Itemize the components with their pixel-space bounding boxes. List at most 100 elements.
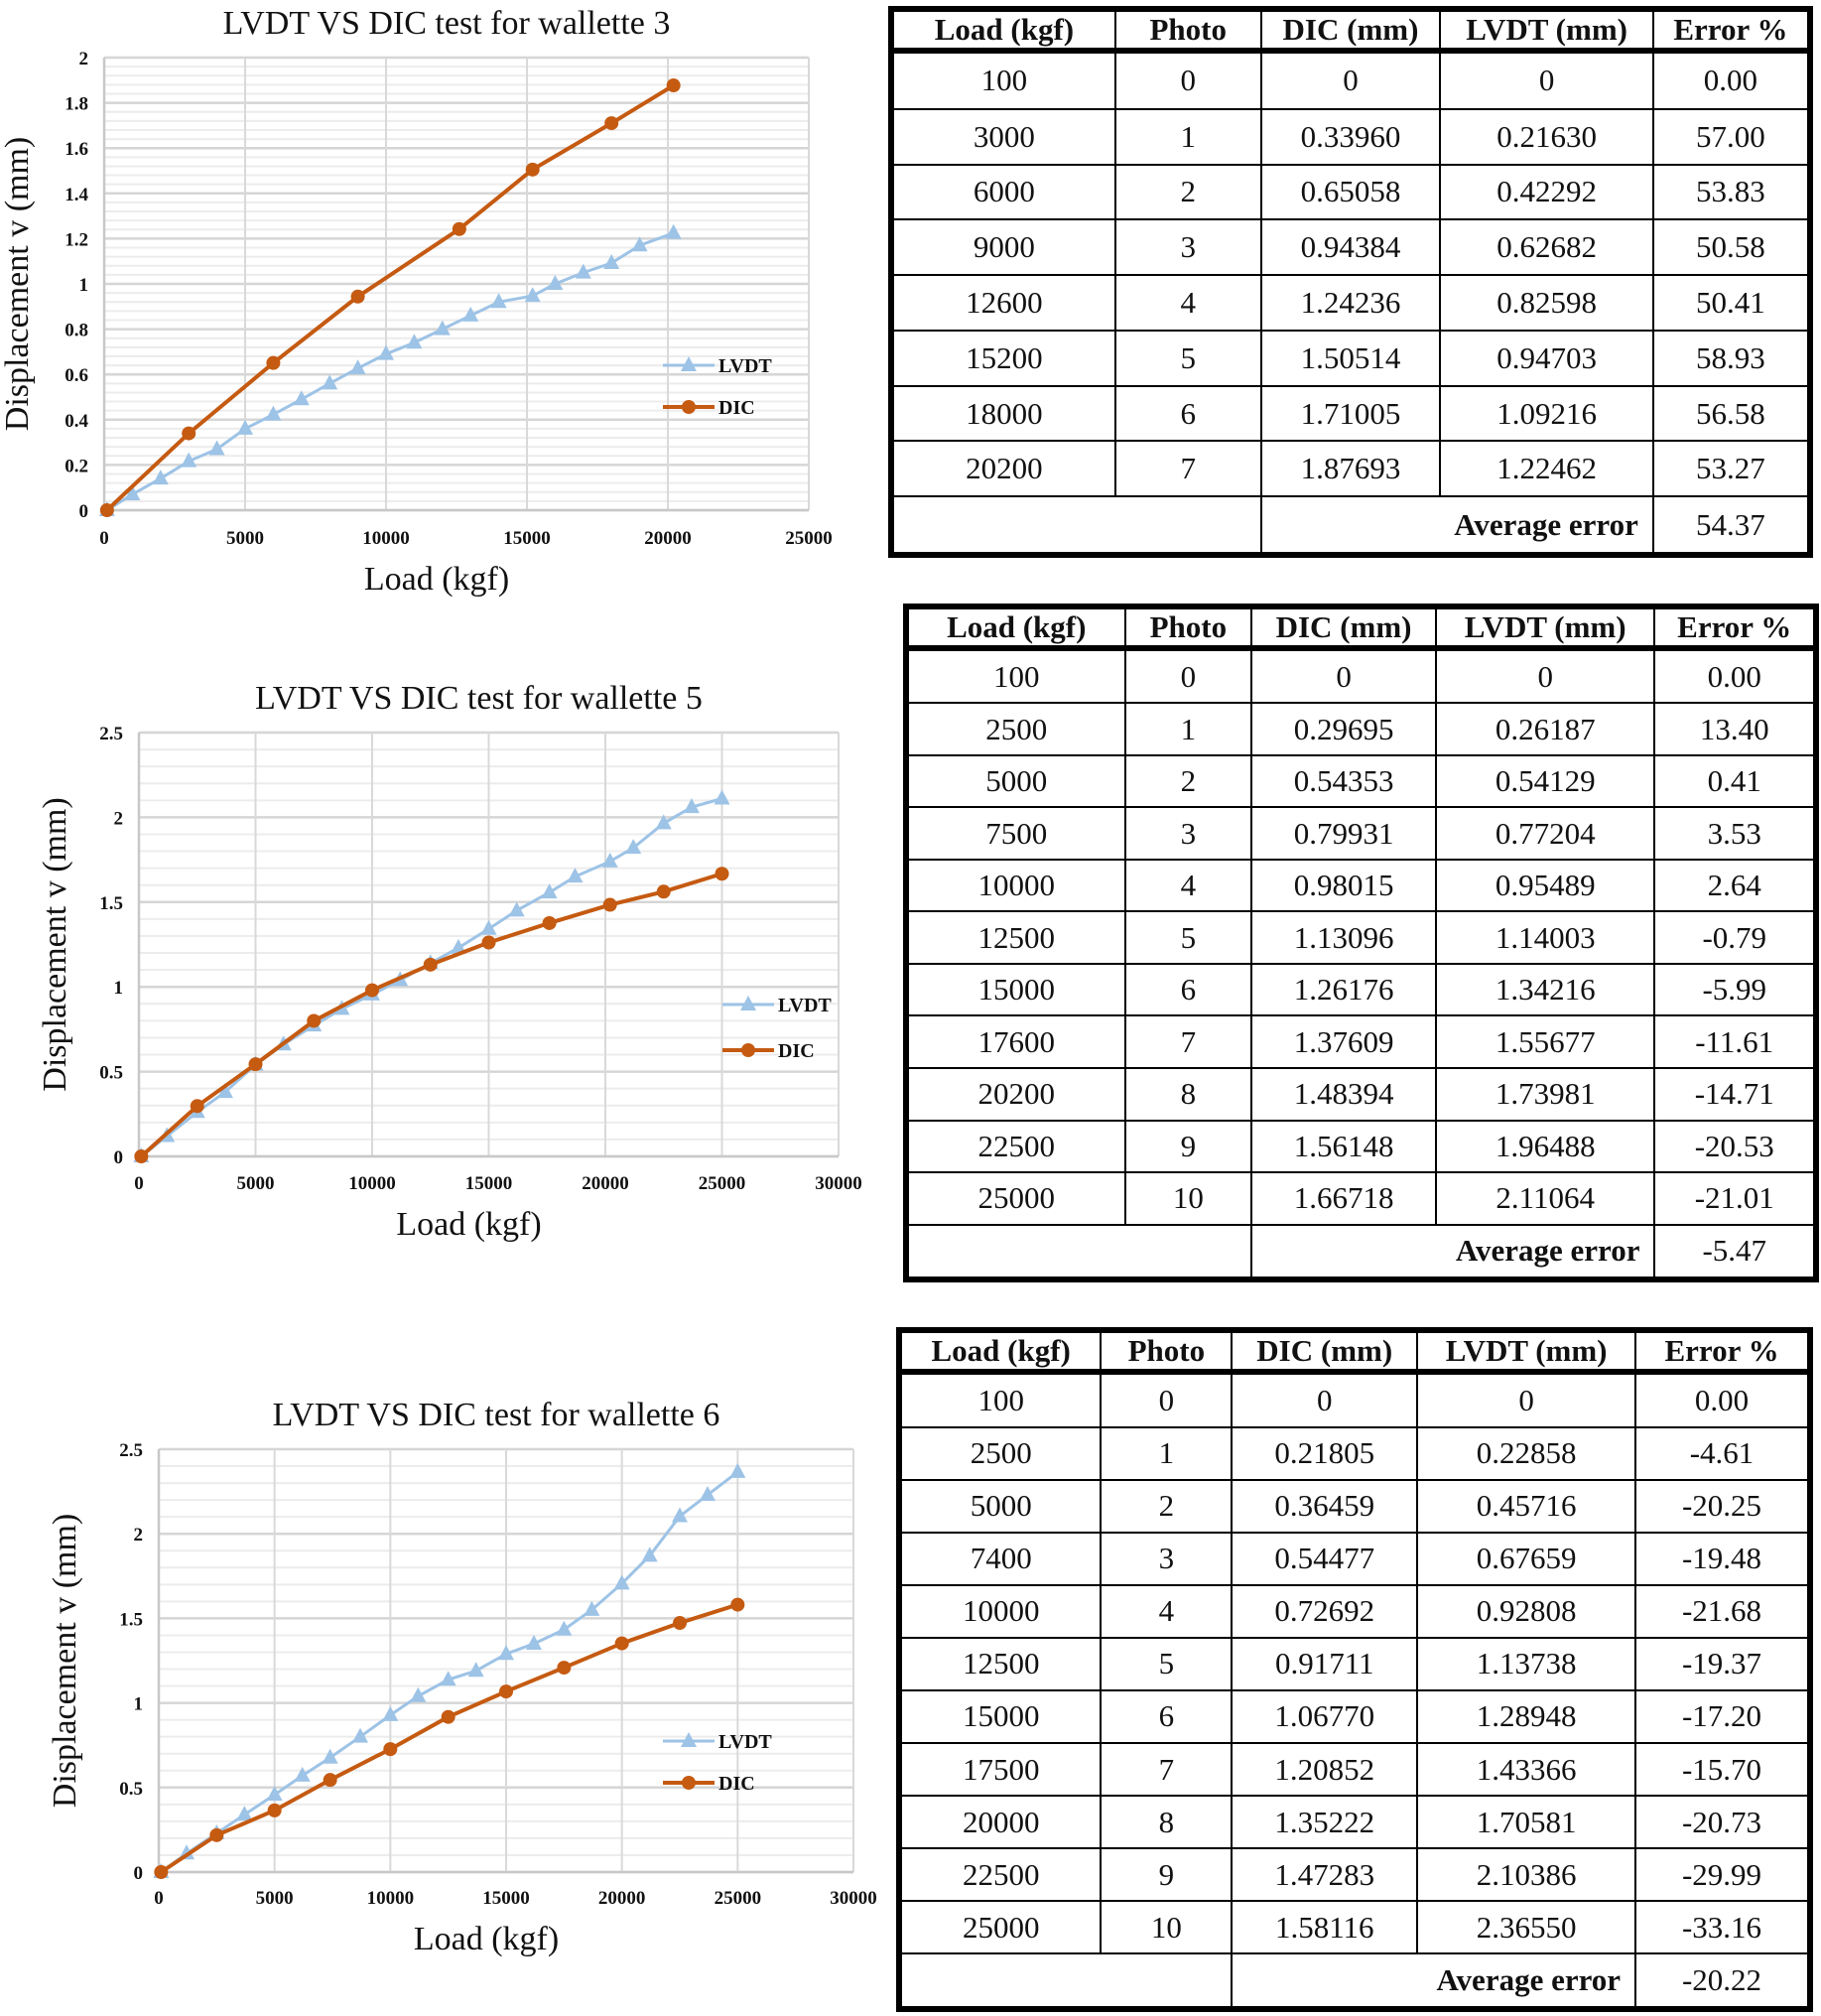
table-cell: 4 xyxy=(1123,858,1253,913)
table-cell: 0.72692 xyxy=(1231,1583,1419,1639)
table-cell: 1.71005 xyxy=(1259,384,1442,443)
table-cell: 53.83 xyxy=(1651,163,1812,221)
data-point-triangle xyxy=(434,320,451,336)
series-line xyxy=(140,872,723,1158)
average-error-value: -5.47 xyxy=(1653,1223,1817,1281)
table-cell: 1.66718 xyxy=(1250,1171,1437,1226)
table-cell: 9 xyxy=(1123,1119,1253,1174)
table-cell: -19.37 xyxy=(1634,1636,1811,1691)
x-axis-title: Load (kgf) xyxy=(364,561,509,598)
table-cell: 0.65058 xyxy=(1259,163,1442,221)
table-cell: 0.77204 xyxy=(1434,806,1656,861)
x-tick-label: 25000 xyxy=(785,528,833,549)
y-tick-label: 1.4 xyxy=(65,185,88,205)
data-point-triangle xyxy=(124,485,141,501)
table-cell: -21.01 xyxy=(1653,1171,1817,1226)
data-point-triangle xyxy=(603,253,620,269)
legend-item-dic: DIC xyxy=(663,397,755,419)
table-cell: 18000 xyxy=(890,384,1116,443)
data-point-triangle xyxy=(714,789,730,805)
data-point-triangle xyxy=(683,798,700,814)
table-row: 100 0 0 0 0.00 xyxy=(905,646,1817,705)
data-point-triangle xyxy=(480,919,497,935)
table-cell: 0.82598 xyxy=(1439,274,1654,332)
table-cell: 10000 xyxy=(897,1583,1103,1639)
average-error-label: Average error xyxy=(1259,495,1654,556)
table-cell: 6 xyxy=(1100,1688,1234,1745)
series-dic xyxy=(134,867,729,1163)
table-cell: 100 xyxy=(890,50,1116,110)
table-header-row: Load (kgf) Photo DIC (mm) LVDT (mm) Error % xyxy=(897,1329,1811,1375)
x-tick-label: 5000 xyxy=(256,1888,294,1909)
table-cell: 1 xyxy=(1113,107,1262,166)
table-cell: 1.22462 xyxy=(1439,440,1654,498)
table-cell: 7400 xyxy=(897,1531,1103,1586)
data-point-triangle xyxy=(641,1546,658,1562)
table-cell: 3.53 xyxy=(1653,806,1817,861)
data-point-triangle xyxy=(237,419,253,435)
column-header: Photo xyxy=(1123,605,1253,651)
x-tick-label: 30000 xyxy=(815,1173,862,1194)
table-row: 9000 3 0.94384 0.62682 50.58 xyxy=(890,218,1812,277)
y-tick-label: 2 xyxy=(134,1525,144,1546)
y-tick-label: 2.5 xyxy=(119,1440,143,1461)
data-point-circle xyxy=(423,957,438,972)
y-tick-label: 1.8 xyxy=(65,94,88,115)
table-cell: 1.06770 xyxy=(1231,1688,1419,1745)
table-cell: 1.48394 xyxy=(1250,1067,1437,1122)
table-cell: 0.54477 xyxy=(1231,1531,1419,1586)
table-cell: 1.20852 xyxy=(1231,1741,1419,1798)
data-point-triangle xyxy=(655,814,672,830)
table-cell: 0 xyxy=(1250,646,1437,705)
table-cell: 1.14003 xyxy=(1434,910,1656,965)
data-point-circle xyxy=(182,426,196,441)
table-cell: 7 xyxy=(1123,1014,1253,1070)
table-row: 25000 10 1.66718 2.11064 -21.01 xyxy=(905,1171,1817,1226)
data-point-triangle xyxy=(322,1748,338,1764)
table-cell: 0 xyxy=(1231,1371,1419,1428)
table-row: 7500 3 0.79931 0.77204 3.53 xyxy=(905,806,1817,861)
table-cell: -0.79 xyxy=(1653,910,1817,965)
data-point-triangle xyxy=(236,1806,253,1821)
data-point-triangle xyxy=(382,1705,399,1721)
data-point-circle xyxy=(441,1709,455,1724)
x-tick-label: 20000 xyxy=(582,1173,629,1194)
data-point-triangle xyxy=(265,405,282,421)
table-row: 15200 5 1.50514 0.94703 58.93 xyxy=(890,329,1812,387)
table-cell: 10 xyxy=(1100,1900,1234,1955)
table-cell: 0.91711 xyxy=(1231,1636,1419,1691)
average-row: Average error 54.37 xyxy=(890,495,1812,556)
table-cell: 0.00 xyxy=(1651,50,1812,110)
y-tick-label: 0.2 xyxy=(65,456,88,476)
chart-wallette-6: LVDT VS DIC test for wallette 6 0 0.5 1 1.5 2… xyxy=(47,1397,877,1957)
table-cell: -19.48 xyxy=(1634,1531,1811,1586)
legend-item-dic: DIC xyxy=(663,1773,755,1795)
data-point-triangle xyxy=(152,470,169,485)
table-cell: 0.54353 xyxy=(1250,753,1437,809)
table-cell: 5 xyxy=(1123,910,1253,965)
table-cell: 58.93 xyxy=(1651,329,1812,387)
empty-cell xyxy=(904,1223,1253,1281)
table-cell: 2 xyxy=(1123,753,1253,809)
table-cell: 1.24236 xyxy=(1259,274,1442,332)
y-tick-label: 1 xyxy=(134,1694,144,1715)
table-row: 3000 1 0.33960 0.21630 57.00 xyxy=(890,107,1812,166)
data-point-circle xyxy=(499,1684,513,1699)
data-point-triangle xyxy=(467,1662,484,1678)
table-cell: 0.54129 xyxy=(1434,753,1656,809)
table-cell: 0 xyxy=(1439,50,1654,110)
table-cell: 3000 xyxy=(890,107,1116,166)
y-axis-title: Displacement v (mm) xyxy=(37,797,73,1091)
legend-marker-triangle xyxy=(681,356,697,371)
legend-item-lvdt: LVDT xyxy=(722,995,832,1016)
data-point-circle xyxy=(190,1099,204,1114)
table-cell: 0.92808 xyxy=(1416,1583,1637,1639)
data-point-triangle xyxy=(322,374,338,390)
column-header: DIC (mm) xyxy=(1259,8,1442,54)
legend-item-lvdt: LVDT xyxy=(663,1731,772,1753)
data-point-triangle xyxy=(450,938,466,954)
table-cell: 20000 xyxy=(897,1795,1103,1850)
data-point-triangle xyxy=(700,1486,715,1502)
data-point-circle xyxy=(673,1616,687,1631)
data-point-triangle xyxy=(672,1507,688,1523)
